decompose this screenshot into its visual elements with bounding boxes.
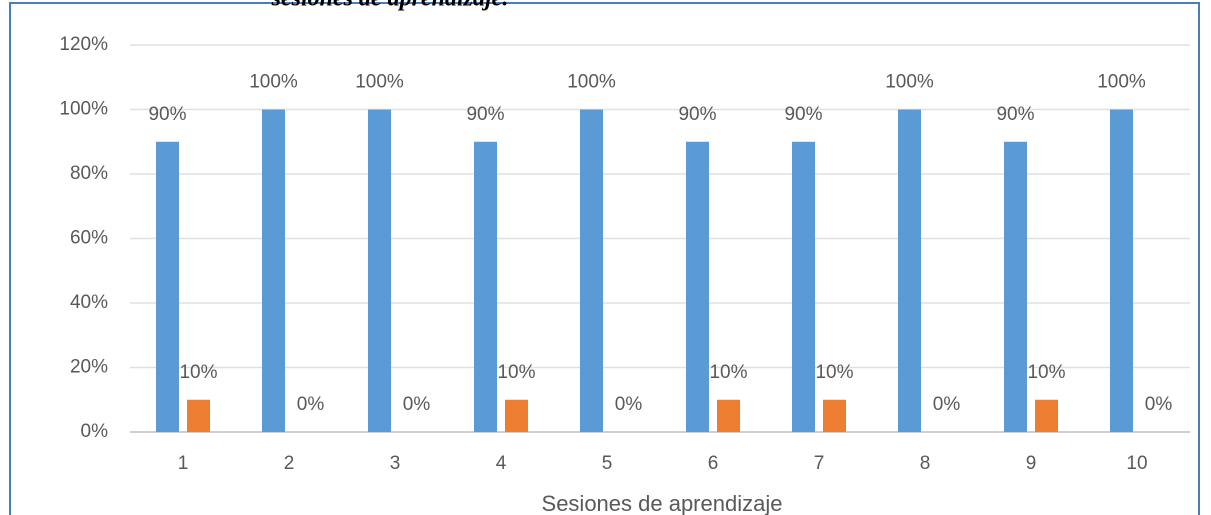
bar (505, 399, 528, 432)
x-axis-title: Sesiones de aprendizaje (542, 491, 783, 515)
value-label: 90% (678, 104, 716, 125)
value-label: 100% (567, 72, 616, 93)
bar (823, 399, 846, 432)
bar (1004, 141, 1027, 432)
bar (898, 109, 921, 432)
value-label: 90% (466, 104, 504, 125)
bar (1035, 399, 1058, 432)
value-label: 90% (996, 104, 1034, 125)
x-tick-label: 1 (178, 453, 189, 474)
value-label: 100% (249, 72, 298, 93)
bar (1110, 109, 1133, 432)
value-label: 0% (1145, 394, 1173, 415)
x-tick-label: 9 (1026, 453, 1037, 474)
x-tick-label: 7 (814, 453, 825, 474)
bar (792, 141, 815, 432)
y-tick-label: 0% (81, 421, 109, 442)
x-tick-label: 5 (602, 453, 613, 474)
y-tick-label: 60% (70, 228, 108, 249)
bar (717, 399, 740, 432)
x-tick-label: 8 (920, 453, 931, 474)
bar (156, 141, 179, 432)
value-label: 10% (179, 362, 217, 383)
value-label: 100% (355, 72, 404, 93)
y-tick-label: 20% (70, 357, 108, 378)
chart-title: sesiones de aprendizaje. (271, 0, 509, 12)
value-label: 10% (709, 362, 747, 383)
value-label: 0% (403, 394, 431, 415)
value-label: 0% (933, 394, 961, 415)
x-tick-label: 10 (1126, 453, 1147, 474)
x-tick-label: 2 (284, 453, 295, 474)
bar (580, 109, 603, 432)
bar (262, 109, 285, 432)
value-label: 100% (1097, 72, 1146, 93)
y-tick-label: 80% (70, 163, 108, 184)
value-label: 0% (615, 394, 643, 415)
value-label: 100% (885, 72, 934, 93)
value-label: 0% (297, 394, 325, 415)
x-tick-label: 6 (708, 453, 719, 474)
y-tick-label: 120% (59, 34, 108, 55)
x-tick-label: 3 (390, 453, 401, 474)
value-label: 10% (815, 362, 853, 383)
bar (368, 109, 391, 432)
y-tick-label: 100% (59, 99, 108, 120)
x-tick-label: 4 (496, 453, 507, 474)
value-label: 10% (497, 362, 535, 383)
value-label: 90% (784, 104, 822, 125)
bar (187, 399, 210, 432)
bar (686, 141, 709, 432)
value-label: 90% (148, 104, 186, 125)
value-label: 10% (1027, 362, 1065, 383)
bar (474, 141, 497, 432)
y-tick-label: 40% (70, 292, 108, 313)
